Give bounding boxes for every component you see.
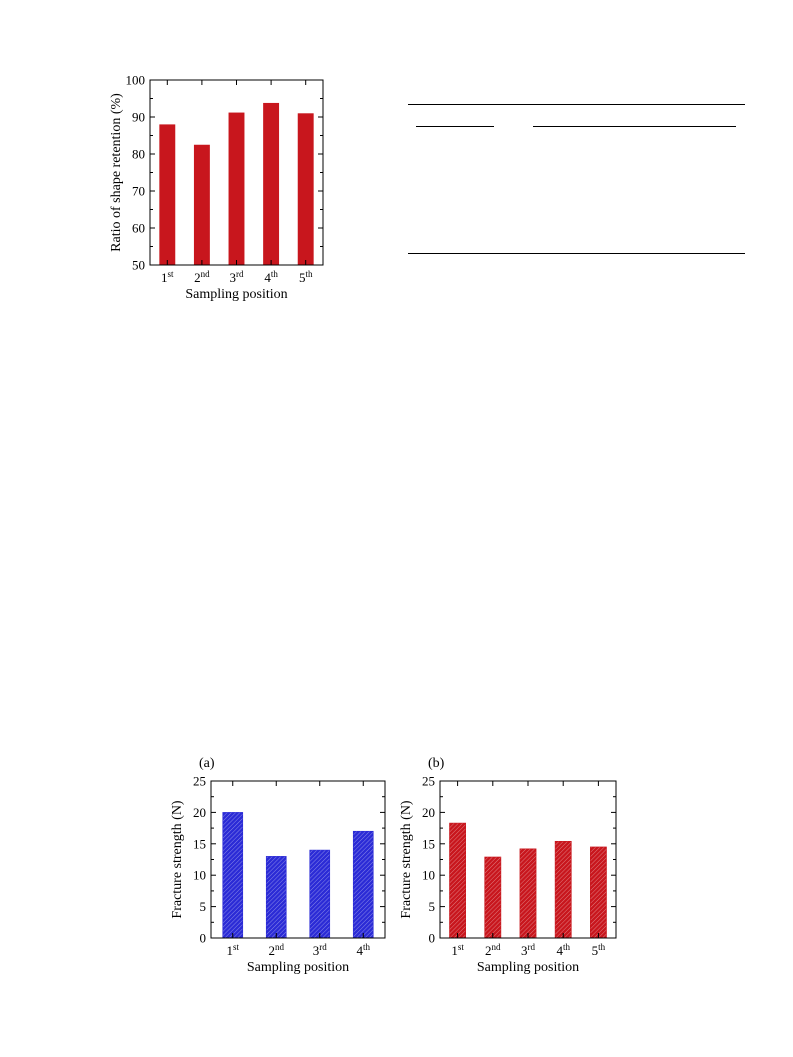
bar-3rd [228,112,245,265]
x-axis-title: Sampling position [247,960,349,975]
x-tick-label: 2nd [485,942,501,958]
x-tick-label: 1st [451,942,464,958]
shape-retention-chart: 50 60 70 80 90 100 1st 2nd 3rd 4th 5th Sampling pos… [109,73,324,302]
y-tick-label: 80 [132,147,145,162]
bar-5th [590,846,607,939]
y-tick-label: 15 [193,836,206,851]
y-tick-label: 60 [132,221,145,236]
bar-2nd [484,856,502,939]
bar-3rd [519,848,537,939]
y-axis-title: Fracture strength (N) [399,800,414,919]
y-tick-label: 10 [422,868,435,883]
x-tick-label: 4th [264,269,278,285]
x-tick-label: 1st [161,269,174,285]
panel-label: (a) [199,756,215,771]
y-tick-label: 20 [193,805,206,820]
y-tick-label: 10 [193,868,206,883]
y-tick-label: 0 [200,931,207,946]
y-tick-label: 70 [132,184,145,199]
x-axis-title: Sampling position [477,960,579,975]
x-tick-label: 2nd [194,269,210,285]
x-tick-label: 4th [356,942,370,958]
bar-4th [554,840,572,939]
bar-1st [449,822,466,939]
y-tick-label: 50 [132,258,145,273]
y-tick-label: 25 [193,774,206,789]
x-tick-label: 3rd [521,942,535,958]
table-top-rule [408,104,745,105]
x-tick-label: 3rd [313,942,327,958]
x-tick-label: 5th [592,942,606,958]
panel-label: (b) [428,756,445,771]
bar-5th [297,113,314,265]
table-bottom-rule [408,253,745,254]
y-tick-label: 25 [422,774,435,789]
table-header-rule-left [416,126,494,127]
x-tick-label: 2nd [269,942,285,958]
y-tick-label: 15 [422,836,435,851]
y-axis-title: Ratio of shape retention (%) [109,93,124,252]
y-axis-title: Fracture strength (N) [170,800,185,919]
y-tick-label: 5 [429,899,436,914]
table-header-rule-right [533,126,736,127]
x-tick-label: 3rd [230,269,244,285]
bar-4th [263,102,280,265]
x-axis-title: Sampling position [185,287,287,302]
y-tick-label: 5 [200,899,207,914]
y-tick-label: 100 [126,73,146,88]
bar-1st [159,124,176,266]
y-tick-label: 90 [132,110,145,125]
y-tick-label: 0 [429,931,436,946]
x-tick-label: 4th [556,942,570,958]
x-tick-label: 5th [299,269,313,285]
bar-2nd [193,144,210,265]
y-tick-label: 20 [422,805,435,820]
x-tick-label: 1st [226,942,239,958]
